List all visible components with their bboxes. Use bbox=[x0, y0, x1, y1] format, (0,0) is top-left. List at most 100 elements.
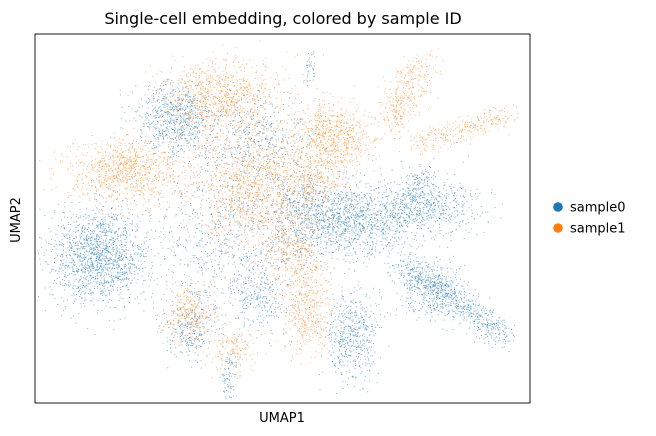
scatter-point bbox=[352, 175, 354, 177]
scatter-point bbox=[360, 301, 362, 303]
scatter-point bbox=[88, 288, 90, 290]
scatter-point bbox=[114, 264, 116, 266]
scatter-point bbox=[302, 185, 304, 187]
scatter-point bbox=[238, 278, 240, 280]
scatter-point bbox=[286, 183, 288, 185]
scatter-point bbox=[154, 147, 156, 149]
scatter-point bbox=[83, 277, 84, 279]
scatter-point bbox=[177, 151, 179, 152]
scatter-point bbox=[85, 239, 87, 241]
scatter-point bbox=[333, 209, 335, 211]
scatter-point bbox=[260, 307, 262, 309]
scatter-point bbox=[206, 145, 208, 147]
scatter-point bbox=[107, 248, 109, 250]
scatter-point bbox=[188, 141, 190, 143]
scatter-point bbox=[313, 134, 315, 136]
scatter-point bbox=[328, 225, 330, 227]
scatter-point bbox=[263, 233, 264, 235]
scatter-point bbox=[185, 138, 187, 140]
scatter-point bbox=[207, 150, 209, 152]
scatter-point bbox=[164, 84, 166, 86]
scatter-point bbox=[352, 344, 354, 346]
scatter-point bbox=[277, 153, 279, 155]
scatter-point bbox=[325, 246, 327, 248]
scatter-point bbox=[168, 151, 170, 153]
scatter-point bbox=[96, 207, 98, 209]
scatter-point bbox=[332, 237, 334, 239]
scatter-point bbox=[97, 278, 99, 279]
scatter-point bbox=[262, 147, 264, 149]
scatter-point bbox=[113, 249, 115, 250]
scatter-point bbox=[86, 268, 88, 270]
scatter-point bbox=[356, 215, 358, 217]
scatter-point bbox=[259, 169, 261, 171]
scatter-point bbox=[131, 92, 133, 94]
scatter-point bbox=[204, 243, 206, 245]
scatter-point bbox=[393, 241, 395, 243]
scatter-point bbox=[186, 118, 188, 120]
scatter-point bbox=[72, 188, 74, 190]
scatter-point bbox=[419, 194, 421, 196]
scatter-point bbox=[176, 135, 178, 137]
scatter-point bbox=[127, 286, 129, 288]
scatter-point bbox=[226, 140, 228, 142]
scatter-point bbox=[93, 231, 95, 233]
scatter-point bbox=[91, 236, 93, 238]
scatter-point bbox=[325, 185, 326, 187]
scatter-point bbox=[371, 249, 373, 250]
scatter-point bbox=[148, 101, 150, 103]
scatter-point bbox=[151, 261, 153, 263]
scatter-point bbox=[116, 268, 118, 270]
scatter-point bbox=[339, 171, 341, 172]
scatter-point bbox=[118, 275, 120, 277]
scatter-point bbox=[353, 247, 355, 249]
scatter-point bbox=[117, 260, 119, 262]
scatter-point bbox=[324, 220, 326, 222]
scatter-point bbox=[100, 265, 102, 267]
scatter-point bbox=[315, 237, 317, 239]
scatter-point bbox=[150, 267, 152, 269]
scatter-point bbox=[191, 291, 193, 293]
scatter-point bbox=[192, 102, 194, 104]
scatter-point bbox=[233, 261, 235, 263]
scatter-point bbox=[187, 88, 189, 90]
scatter-point bbox=[97, 264, 99, 266]
scatter-point bbox=[108, 294, 110, 296]
scatter-point bbox=[169, 141, 171, 143]
scatter-point bbox=[243, 317, 245, 319]
scatter-point bbox=[120, 273, 122, 275]
scatter-point bbox=[351, 319, 353, 321]
scatter-point bbox=[347, 215, 349, 217]
scatter-point bbox=[121, 209, 123, 211]
scatter-point bbox=[109, 221, 111, 222]
scatter-point bbox=[236, 173, 238, 175]
scatter-point bbox=[184, 122, 186, 124]
scatter-point bbox=[284, 162, 286, 164]
scatter-point bbox=[259, 262, 261, 263]
scatter-point bbox=[104, 282, 106, 283]
scatter-point bbox=[235, 233, 237, 235]
scatter-point bbox=[319, 121, 321, 123]
scatter-point bbox=[350, 326, 352, 327]
scatter-point bbox=[182, 134, 183, 136]
scatter-point bbox=[376, 234, 378, 236]
scatter-point bbox=[77, 256, 78, 258]
scatter-point bbox=[111, 288, 113, 290]
scatter-point bbox=[84, 293, 86, 295]
scatter-point bbox=[167, 99, 169, 101]
scatter-point bbox=[359, 208, 361, 210]
scatter-point bbox=[168, 78, 170, 80]
scatter-point bbox=[307, 134, 309, 136]
scatter-point bbox=[362, 344, 364, 346]
scatter-point bbox=[247, 146, 248, 148]
scatter-point bbox=[239, 263, 241, 265]
scatter-point bbox=[157, 174, 159, 176]
scatter-point bbox=[161, 89, 163, 91]
scatter-point bbox=[101, 269, 103, 271]
scatter-point bbox=[211, 141, 213, 143]
scatter-point bbox=[55, 252, 57, 254]
scatter-point bbox=[111, 232, 113, 233]
scatter-point bbox=[199, 230, 201, 232]
scatter-point bbox=[69, 241, 71, 243]
scatter-point bbox=[137, 245, 138, 246]
